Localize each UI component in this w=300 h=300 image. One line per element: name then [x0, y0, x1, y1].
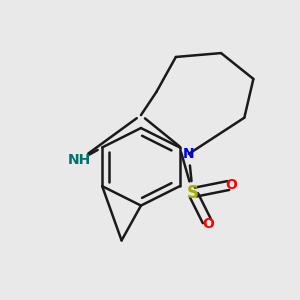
Text: O: O	[226, 178, 237, 192]
Text: NH: NH	[67, 153, 91, 167]
Text: N: N	[183, 147, 195, 161]
Text: O: O	[202, 217, 214, 231]
Text: S: S	[187, 184, 199, 202]
